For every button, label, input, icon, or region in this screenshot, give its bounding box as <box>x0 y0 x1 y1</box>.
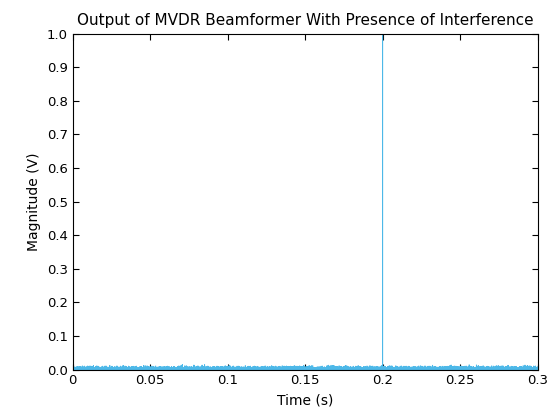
X-axis label: Time (s): Time (s) <box>277 393 333 407</box>
Title: Output of MVDR Beamformer With Presence of Interference: Output of MVDR Beamformer With Presence … <box>77 13 534 28</box>
Y-axis label: Magnitude (V): Magnitude (V) <box>27 152 41 251</box>
